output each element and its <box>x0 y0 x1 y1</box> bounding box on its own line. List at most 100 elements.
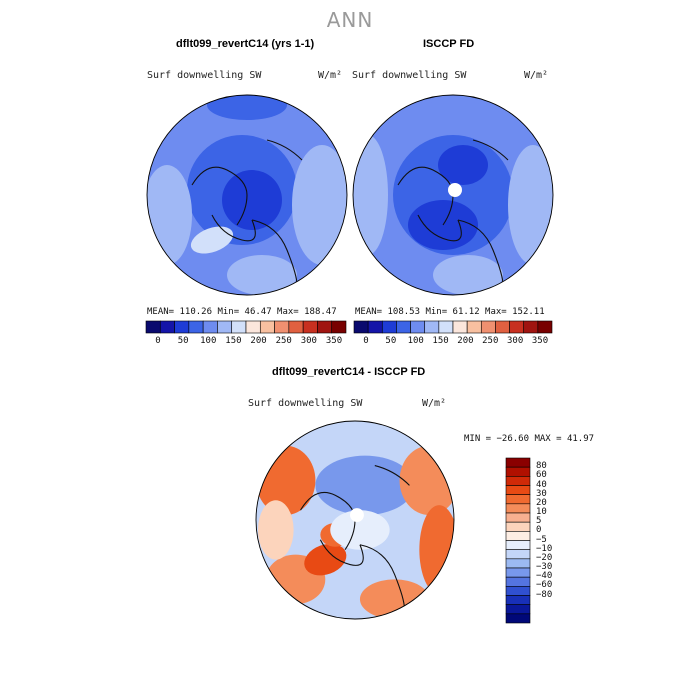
field-region <box>330 510 390 550</box>
panel1-variable-label: Surf downwelling SW <box>147 70 262 81</box>
colorbar-swatch <box>505 476 531 486</box>
colorbar-swatch <box>145 320 161 334</box>
field-region <box>257 500 294 560</box>
field-region <box>292 145 347 265</box>
field-region <box>315 455 415 516</box>
colorbar-swatch <box>396 320 411 334</box>
colorbar-swatch <box>245 320 261 334</box>
colorbar-swatch <box>288 320 304 334</box>
colorbar-swatch <box>505 521 531 532</box>
colorbar-swatch <box>505 604 531 615</box>
colorbar-swatch <box>410 320 426 334</box>
panel2-units-label: W/m² <box>524 70 549 81</box>
colorbar-swatch <box>505 595 531 605</box>
colorbar-tick-label: 0 <box>536 525 542 536</box>
coastline <box>251 219 298 286</box>
diff-variable-label: Surf downwelling SW <box>248 398 363 409</box>
colorbar-tick-label: 30 <box>536 488 547 499</box>
colorbar-swatch <box>505 558 531 569</box>
missing-data-pole <box>448 183 462 197</box>
field-region <box>438 145 488 185</box>
colorbar-tick-label: 50 <box>385 336 397 346</box>
colorbar-tick-label: −20 <box>536 552 553 563</box>
colorbar-swatch <box>217 320 233 334</box>
panel1-polar-map <box>146 94 348 296</box>
colorbar-swatch <box>523 320 539 334</box>
coastline <box>211 214 256 242</box>
colorbar-swatch <box>452 320 468 334</box>
field-region <box>227 255 297 295</box>
colorbar-tick-label: 0 <box>155 336 161 346</box>
colorbar-tick-label: 50 <box>177 336 189 346</box>
coastline <box>359 544 406 610</box>
coastline <box>319 539 364 566</box>
colorbar-swatch <box>202 320 218 334</box>
colorbar-tick-label: 5 <box>536 516 542 527</box>
coastline <box>472 139 509 161</box>
diff-colorbar <box>505 457 531 624</box>
field-region <box>359 579 430 619</box>
panel1-colorbar <box>145 320 347 334</box>
colorbar-tick-label: −5 <box>536 534 547 545</box>
colorbar-swatch <box>353 320 369 334</box>
colorbar-swatch <box>505 549 531 560</box>
panel2-colorbar-ticks: 0 50 100 150 200 250 300 350 <box>354 336 552 348</box>
colorbar-swatch <box>505 567 531 578</box>
colorbar-tick-label: 250 <box>482 336 499 346</box>
colorbar-swatch <box>480 320 496 334</box>
colorbar-tick-label: −60 <box>536 580 553 591</box>
colorbar-tick-label: −80 <box>536 589 553 600</box>
field-region <box>304 543 347 576</box>
diff-colorbar-ticks: 80 60 40 30 20 10 5 0 −5 −10 −20 −30 −40 −60 −80 <box>536 458 576 623</box>
colorbar-tick-label: −30 <box>536 562 553 572</box>
colorbar-swatch <box>509 320 525 334</box>
colorbar-swatch <box>302 320 318 334</box>
colorbar-tick-label: 250 <box>275 336 292 346</box>
field-region <box>147 165 192 265</box>
colorbar-swatch <box>505 485 531 495</box>
colorbar-swatch <box>505 466 531 477</box>
colorbar-tick-label: 100 <box>407 336 424 346</box>
colorbar-tick-label: 300 <box>507 336 524 346</box>
field-region <box>353 135 388 255</box>
panel2-stats: MEAN= 108.53 Min= 61.12 Max= 152.11 <box>355 307 545 317</box>
colorbar-swatch <box>159 320 175 334</box>
colorbar-swatch <box>367 320 383 334</box>
colorbar-tick-label: −40 <box>536 571 553 582</box>
field-region <box>433 255 503 295</box>
panel1-stats: MEAN= 110.26 Min= 46.47 Max= 188.47 <box>147 307 337 317</box>
coastline <box>300 491 356 551</box>
field-region <box>399 445 454 516</box>
coastline <box>397 166 454 226</box>
colorbar-swatch <box>317 320 333 334</box>
colorbar-tick-label: 10 <box>536 507 547 517</box>
colorbar-swatch <box>259 320 275 334</box>
colorbar-swatch <box>537 320 553 334</box>
colorbar-tick-label: 200 <box>250 336 267 346</box>
panel2-heading: ISCCP FD <box>423 38 475 50</box>
colorbar-swatch <box>466 320 482 334</box>
colorbar-swatch <box>331 320 347 334</box>
colorbar-tick-label: 200 <box>457 336 474 346</box>
colorbar-tick-label: 0 <box>363 336 369 346</box>
panel2-colorbar <box>353 320 553 334</box>
field-region <box>256 445 316 516</box>
figure-title: ANN <box>326 8 374 32</box>
colorbar-swatch <box>174 320 190 334</box>
colorbar-tick-label: 350 <box>531 336 549 346</box>
colorbar-swatch <box>505 531 531 541</box>
field-region <box>419 505 454 595</box>
panel2-polar-map <box>352 94 554 296</box>
panel1-heading: dflt099_revertC14 (yrs 1-1) <box>176 38 315 50</box>
colorbar-swatch <box>505 512 531 523</box>
colorbar-swatch <box>505 457 531 468</box>
colorbar-swatch <box>231 320 247 334</box>
panel2-variable-label: Surf downwelling SW <box>352 70 467 81</box>
coastline <box>457 219 504 286</box>
colorbar-swatch <box>505 503 531 514</box>
panel1-units-label: W/m² <box>318 70 343 81</box>
colorbar-swatch <box>505 494 531 505</box>
diff-polar-map <box>255 420 455 620</box>
field-region <box>222 170 282 230</box>
